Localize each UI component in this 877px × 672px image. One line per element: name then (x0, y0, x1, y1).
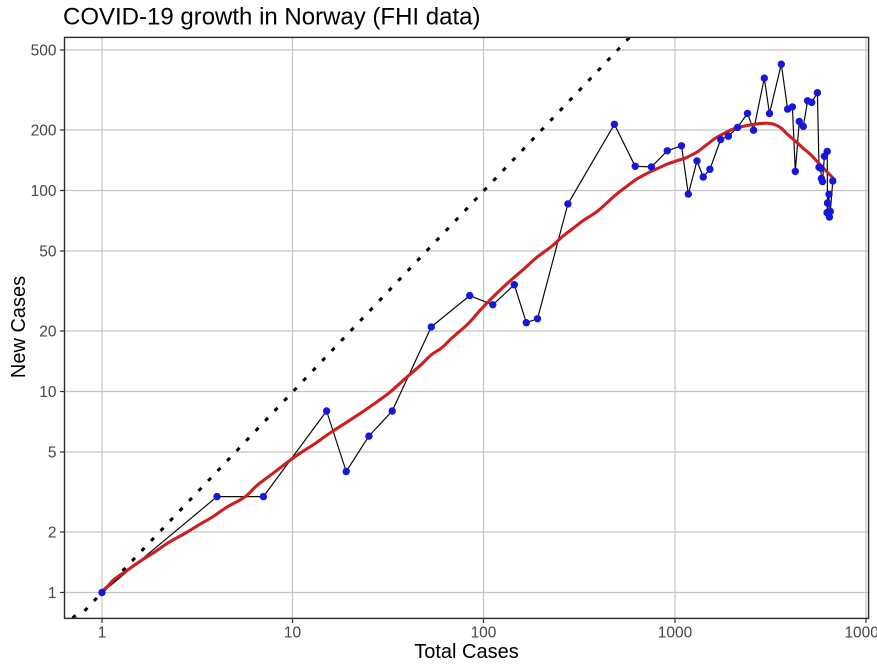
svg-text:New Cases: New Cases (8, 276, 30, 378)
svg-text:1000: 1000 (658, 625, 693, 642)
svg-text:50: 50 (39, 243, 57, 260)
svg-text:20: 20 (39, 323, 57, 340)
svg-text:100: 100 (31, 183, 57, 200)
svg-text:500: 500 (31, 42, 57, 59)
svg-text:COVID-19 growth in Norway (FHI: COVID-19 growth in Norway (FHI data) (63, 4, 480, 31)
svg-text:10: 10 (39, 384, 57, 401)
svg-text:200: 200 (31, 122, 57, 139)
svg-text:1: 1 (98, 625, 107, 642)
svg-text:2: 2 (48, 524, 57, 541)
svg-text:1: 1 (48, 585, 57, 602)
svg-text:100: 100 (471, 625, 497, 642)
svg-text:Total Cases: Total Cases (414, 641, 519, 663)
svg-text:5: 5 (48, 444, 57, 461)
svg-text:10000: 10000 (844, 625, 877, 642)
svg-text:10: 10 (284, 625, 302, 642)
